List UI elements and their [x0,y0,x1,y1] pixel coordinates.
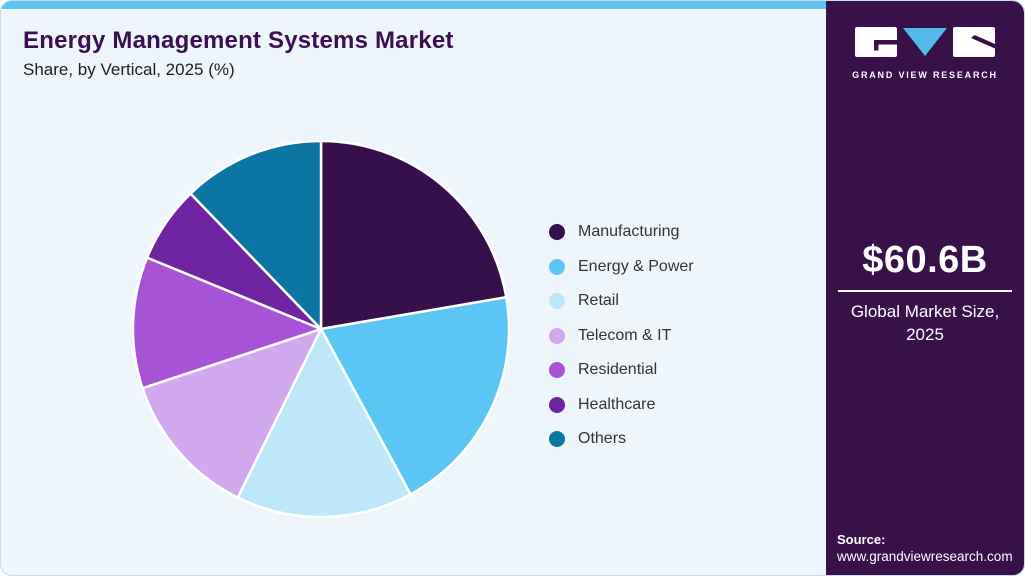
brand-name: GRAND VIEW RESEARCH [852,70,998,80]
legend-item-residential: Residential [549,361,694,379]
market-size-callout: $60.6B Global Market Size, 2025 [826,239,1024,347]
source-url: www.grandviewresearch.com [837,549,1013,564]
legend-item-manufacturing: Manufacturing [549,223,694,241]
source-attribution: Source: www.grandviewresearch.com [837,532,1013,564]
pie-slice-manufacturing [319,139,508,331]
source-label: Source: [837,532,886,547]
chart-header: Energy Management Systems Market Share, … [23,27,454,80]
legend-item-retail: Retail [549,292,694,310]
page-title: Energy Management Systems Market [23,27,454,54]
pie-slice-residential [131,256,323,390]
legend-swatch-icon [549,362,565,378]
legend-swatch-icon [549,258,565,275]
legend-swatch-icon [549,396,565,413]
legend-label: Energy & Power [578,257,694,275]
chart-legend: Manufacturing Energy & Power Retail Tele… [549,223,694,448]
legend-label: Manufacturing [578,223,680,240]
legend-label: Telecom & IT [578,326,672,344]
pie-slice-energy-power [319,296,511,496]
legend-item-telecom-it: Telecom & IT [549,327,694,345]
market-size-value: $60.6B [862,239,988,281]
legend-swatch-icon [549,431,565,447]
legend-swatch-icon [549,224,565,240]
legend-label: Healthcare [578,395,656,413]
market-size-label: Global Market Size, 2025 [850,302,1000,344]
top-accent-bar [1,1,829,9]
legend-label: Retail [578,292,619,309]
legend-item-healthcare: Healthcare [549,396,694,414]
pie-chart [131,139,511,519]
legend-label: Others [578,430,627,447]
legend-label: Residential [578,361,658,378]
divider [838,290,1012,292]
gvr-logo-icon [855,27,995,57]
pie-chart-container [129,137,513,521]
legend-swatch-icon [549,327,565,344]
legend-item-energy-power: Energy & Power [549,258,694,276]
pie-slice-retail [236,327,412,519]
side-panel: GRAND VIEW RESEARCH $60.6B Global Market… [826,1,1024,575]
pie-slice-telecom-it [141,327,323,499]
brand-logo: GRAND VIEW RESEARCH [826,27,1024,80]
legend-item-others: Others [549,430,694,448]
legend-swatch-icon [549,293,565,309]
page-subtitle: Share, by Vertical, 2025 (%) [23,60,235,79]
pie-slice-others [189,139,323,331]
